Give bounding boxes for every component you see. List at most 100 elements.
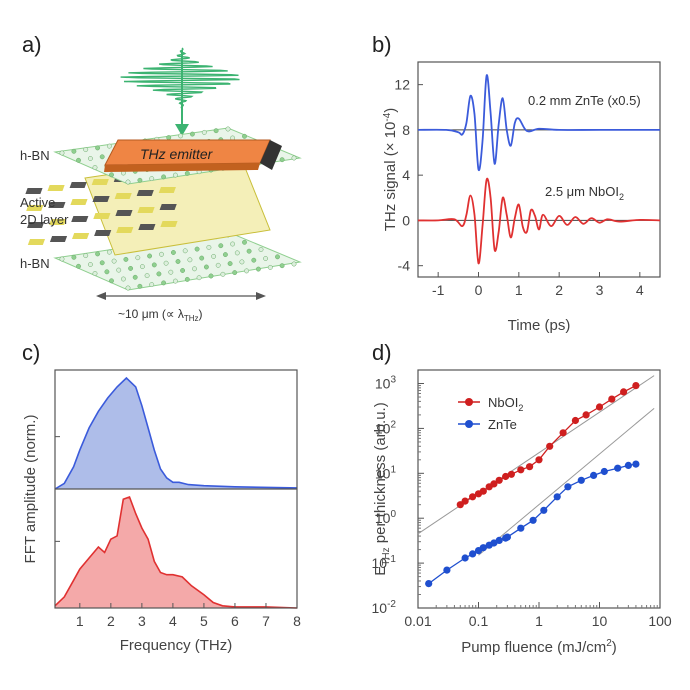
emitter-label: THz emitter <box>140 146 214 162</box>
guide-line <box>417 375 655 535</box>
x-tick-label: 1 <box>76 613 84 629</box>
panel-letter-b: b) <box>372 32 392 57</box>
active-label-1: Active <box>20 195 55 210</box>
data-point <box>469 550 477 558</box>
data-point <box>517 466 525 474</box>
panel-letter-a: a) <box>22 32 42 57</box>
data-point <box>590 471 598 479</box>
spectrum-area <box>55 497 297 608</box>
x-tick-label: 1 <box>535 613 543 629</box>
y-axis-label: ETHz per thickness (arb.u.) <box>372 402 392 575</box>
data-point <box>495 536 503 545</box>
x-tick-label: 0.1 <box>469 613 489 629</box>
data-point <box>608 395 616 403</box>
legend-label-zn: ZnTe <box>488 417 517 432</box>
data-point <box>443 566 451 574</box>
y-tick-label: 0 <box>402 212 410 228</box>
data-point <box>559 429 567 437</box>
series-label-zn: 0.2 mm ZnTe (x0.5) <box>528 93 641 108</box>
panel-letter-d: d) <box>372 340 392 365</box>
fluence-dependence-chart: 0.01 0.1 1 10 100 10-2 10-1 100 101 102 103 NbOI2 … <box>372 369 672 656</box>
data-point <box>461 497 469 505</box>
y-axis-label: THz signal (× 10-4) <box>382 108 399 232</box>
data-point <box>546 442 554 450</box>
x-tick-label: 6 <box>231 613 239 629</box>
x-tick-label: 2 <box>107 613 115 629</box>
x-tick-label: 100 <box>648 613 672 629</box>
data-point <box>535 456 543 464</box>
y-tick-label: 101 <box>375 464 397 481</box>
x-tick-label: 3 <box>138 613 146 629</box>
thz-emitter-block: THz emitter <box>104 139 282 172</box>
y-tick-label: 102 <box>375 419 397 436</box>
y-axis-label: FFT amplitude (norm.) <box>22 415 39 564</box>
data-point <box>517 524 525 532</box>
hbn-bottom-layer <box>53 231 302 291</box>
data-point <box>600 467 608 476</box>
x-axis-label: Time (ps) <box>508 317 571 334</box>
x-tick-label: 7 <box>262 613 270 629</box>
series-line <box>417 177 661 265</box>
data-point <box>461 554 469 562</box>
y-tick-label: 10-1 <box>372 554 397 571</box>
series-label-nb: 2.5 μm NbOI2 <box>545 184 624 202</box>
fft-spectrum-chart: 1 2 3 4 5 6 7 8 FFT amplitude (norm.) Frequency… <box>22 369 301 654</box>
data-point <box>469 493 477 501</box>
data-point <box>479 544 487 552</box>
data-point <box>526 463 534 471</box>
x-tick-label: 4 <box>169 613 177 629</box>
data-point <box>495 476 503 484</box>
x-axis-label: Pump fluence (mJ/cm2) <box>461 638 617 656</box>
x-tick-label: 4 <box>636 282 644 298</box>
panel-letter-c: c) <box>22 340 40 365</box>
fit-line <box>428 463 637 585</box>
data-point <box>632 382 640 390</box>
x-tick-label: 10 <box>592 613 608 629</box>
x-tick-label: -1 <box>432 282 445 298</box>
x-tick-label: 1 <box>515 282 523 298</box>
thz-pulse-icon <box>120 47 240 136</box>
data-point <box>529 516 537 524</box>
data-point <box>582 411 590 419</box>
data-point <box>624 461 633 469</box>
y-tick-label: 103 <box>375 375 397 392</box>
data-point <box>577 476 585 484</box>
y-tick-label: 12 <box>394 77 410 93</box>
active-label-2: 2D layer <box>20 212 69 227</box>
data-point <box>507 470 515 478</box>
x-tick-label: 8 <box>293 613 301 629</box>
legend-label-nb: NbOI2 <box>488 395 523 413</box>
x-tick-label: 2 <box>555 282 563 298</box>
data-point <box>632 460 640 468</box>
x-tick-label: 5 <box>200 613 208 629</box>
data-point <box>540 506 548 514</box>
legend-marker-zn <box>465 420 473 428</box>
x-axis-label: Frequency (THz) <box>120 637 233 654</box>
series-line <box>417 74 660 172</box>
y-tick-label: 100 <box>375 509 397 526</box>
spectrum-area <box>55 378 297 489</box>
data-point <box>503 533 511 541</box>
data-point <box>564 483 572 491</box>
x-tick-label: 0 <box>475 282 483 298</box>
guide-line <box>478 407 655 556</box>
spectrum-line <box>54 495 298 609</box>
legend: NbOI2 ZnTe <box>458 395 523 432</box>
hbn-bottom-label: h-BN <box>20 256 50 271</box>
y-tick-label: 4 <box>402 167 410 183</box>
device-schematic: THz emitter h-BN Active 2D layer h-BN ~1… <box>20 47 302 323</box>
scale-bar: ~10 μm (∝ λTHz) <box>96 292 266 323</box>
data-point <box>425 580 433 588</box>
data-point <box>502 472 510 481</box>
data-point <box>479 487 487 495</box>
data-point <box>490 480 498 488</box>
hbn-top-label: h-BN <box>20 148 50 163</box>
data-point <box>614 464 622 472</box>
spectrum-line <box>54 376 298 490</box>
data-point <box>553 493 561 501</box>
y-tick-label: 8 <box>402 122 410 138</box>
scale-label: ~10 μm (∝ λTHz) <box>118 307 203 323</box>
data-point <box>571 416 580 425</box>
